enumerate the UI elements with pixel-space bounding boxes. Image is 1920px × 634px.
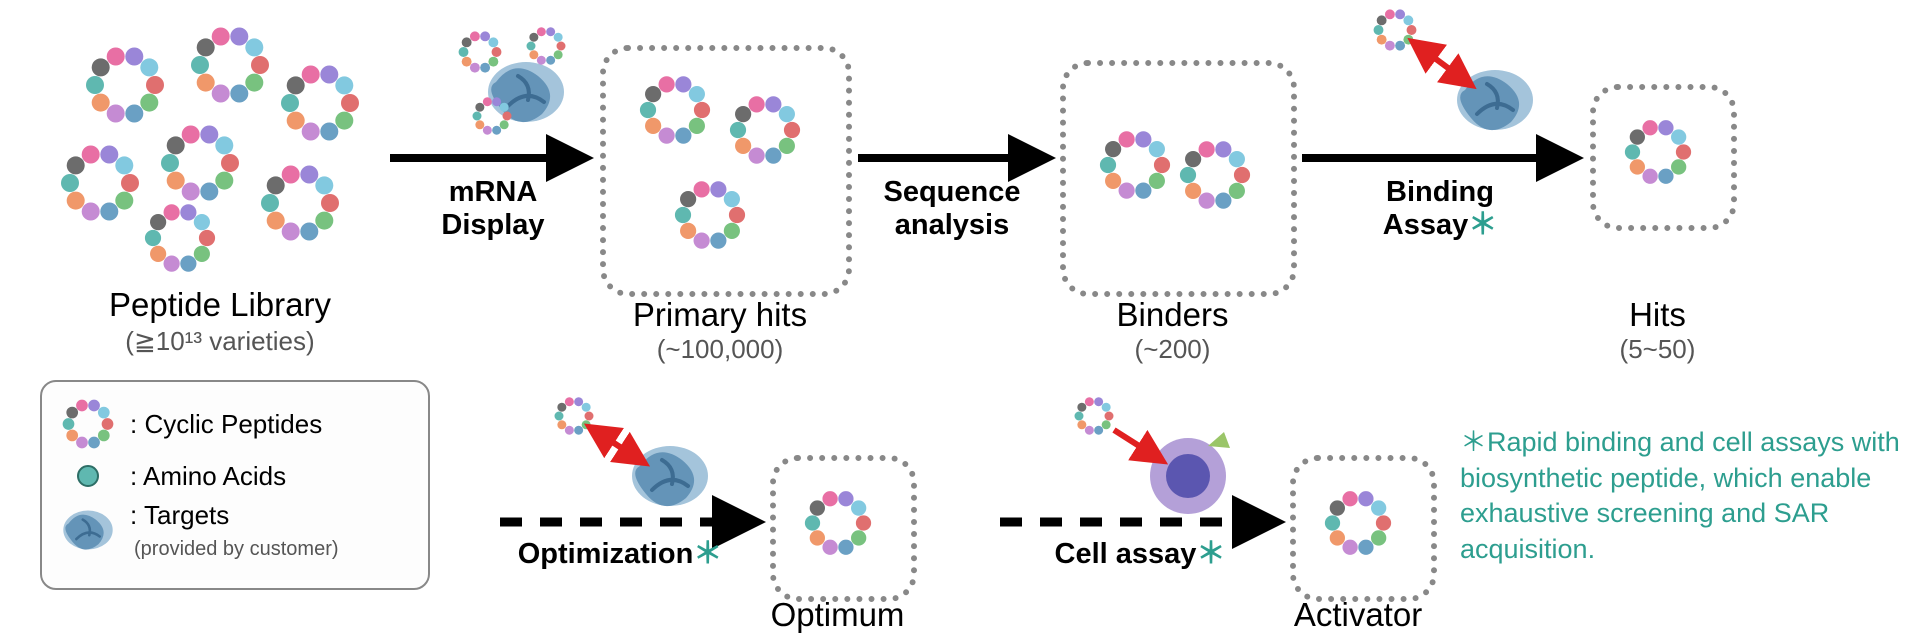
legend-label-3: : Targets (provided by customer)	[130, 500, 339, 562]
activator-icon	[1300, 465, 1415, 580]
legend-row-aa: : Amino Acids	[60, 460, 410, 492]
legend-sub-3: (provided by customer)	[134, 538, 339, 560]
arrow5-label: Cell assay＊	[1020, 538, 1260, 571]
legend-row-cyclic: : Cyclic Peptides	[60, 396, 410, 452]
cellassay-icon	[1060, 388, 1260, 518]
activator-title: Activator	[1258, 596, 1458, 634]
amino-acid-icon	[60, 460, 116, 492]
target-icon	[60, 500, 116, 560]
legend-row-target: : Targets (provided by customer)	[60, 500, 410, 562]
arrow5-star: ＊	[1196, 538, 1225, 570]
footnote: ＊Rapid binding and cell assays with bios…	[1460, 425, 1900, 568]
legend-label-2: : Amino Acids	[130, 461, 286, 492]
arrow5-text: Cell assay	[1055, 538, 1197, 570]
legend-label-1: : Cyclic Peptides	[130, 409, 322, 440]
legend: : Cyclic Peptides : Amino Acids : Target…	[40, 380, 430, 590]
cyclic-peptide-icon	[60, 396, 116, 452]
